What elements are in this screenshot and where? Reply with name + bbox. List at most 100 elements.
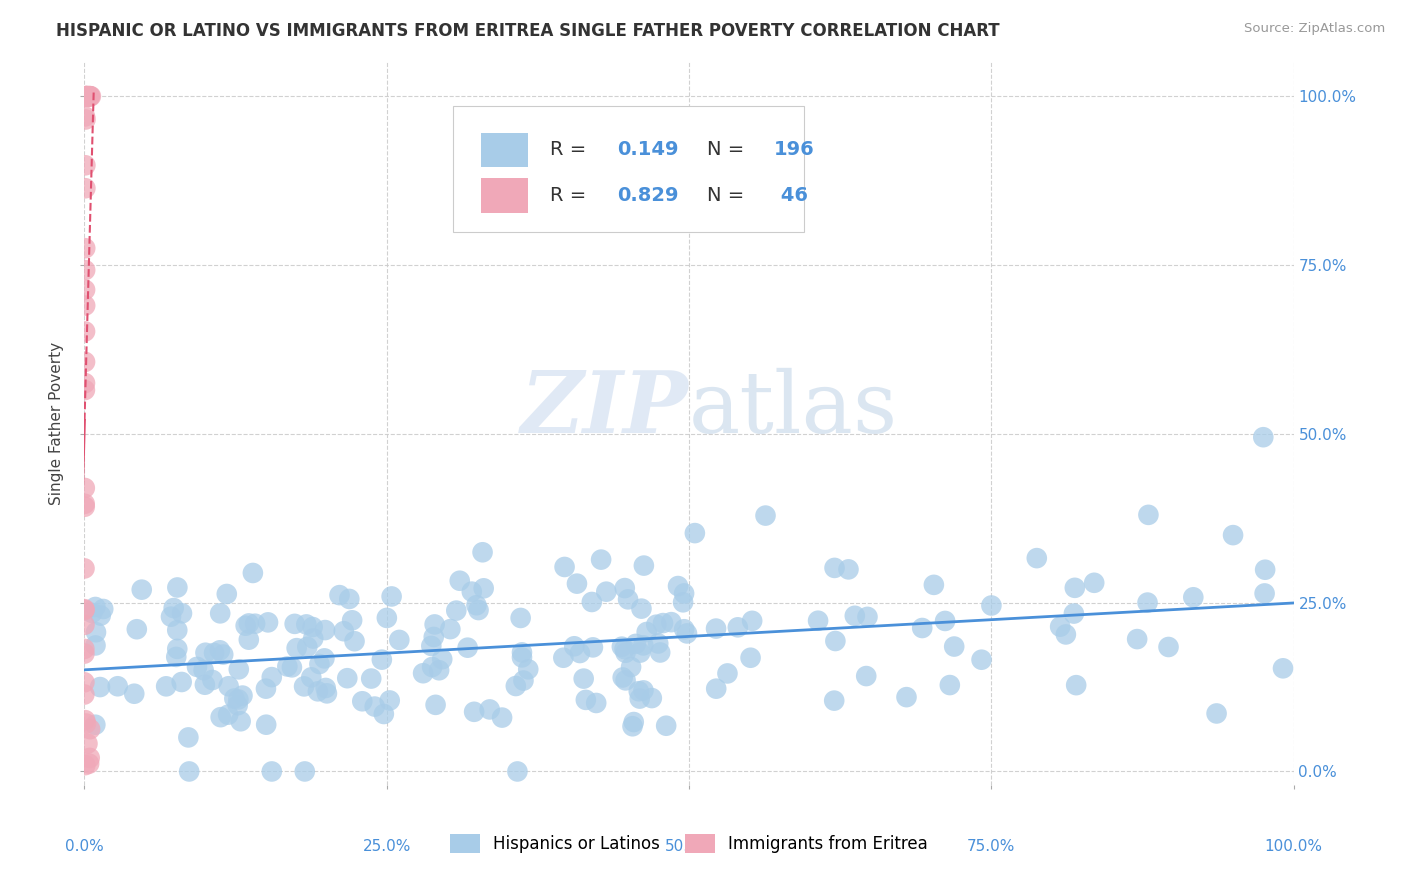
Point bbox=[73, 110, 96, 124]
Point bbox=[73, 355, 96, 369]
Point bbox=[1049, 620, 1071, 634]
Point bbox=[218, 679, 240, 693]
Point bbox=[565, 576, 588, 591]
Text: atlas: atlas bbox=[689, 368, 898, 450]
Point bbox=[75, 263, 97, 277]
Point bbox=[613, 642, 636, 657]
Point bbox=[75, 112, 97, 127]
Point bbox=[75, 181, 97, 195]
Point bbox=[465, 599, 488, 613]
Point bbox=[231, 689, 253, 703]
Point bbox=[297, 640, 319, 654]
Point bbox=[1253, 586, 1275, 600]
Point bbox=[1136, 596, 1159, 610]
Point bbox=[352, 694, 374, 708]
Point bbox=[704, 622, 727, 636]
Point bbox=[73, 602, 96, 616]
Text: HISPANIC OR LATINO VS IMMIGRANTS FROM ERITREA SINGLE FATHER POVERTY CORRELATION : HISPANIC OR LATINO VS IMMIGRANTS FROM ER… bbox=[56, 22, 1000, 40]
Point bbox=[364, 699, 387, 714]
Point bbox=[425, 698, 447, 712]
Point bbox=[73, 383, 96, 397]
Point bbox=[224, 691, 246, 706]
Point bbox=[467, 603, 489, 617]
Point bbox=[1064, 678, 1087, 692]
Point bbox=[75, 89, 97, 103]
Point bbox=[75, 283, 97, 297]
Point bbox=[478, 702, 501, 716]
Point bbox=[294, 764, 316, 779]
Point bbox=[510, 650, 533, 665]
Point bbox=[315, 681, 337, 695]
Point bbox=[610, 640, 633, 654]
Point bbox=[388, 632, 411, 647]
Point bbox=[360, 672, 382, 686]
Point bbox=[202, 646, 225, 660]
Point bbox=[562, 640, 585, 654]
Bar bbox=[481, 178, 529, 212]
Text: Source: ZipAtlas.com: Source: ZipAtlas.com bbox=[1244, 22, 1385, 36]
Text: 0.829: 0.829 bbox=[617, 186, 678, 205]
Point bbox=[844, 608, 866, 623]
Point bbox=[1157, 640, 1180, 654]
FancyBboxPatch shape bbox=[453, 106, 804, 232]
Point bbox=[90, 608, 112, 623]
Point bbox=[226, 698, 249, 713]
Point bbox=[166, 641, 188, 656]
Point bbox=[373, 706, 395, 721]
Point bbox=[461, 584, 484, 599]
Point bbox=[228, 692, 250, 706]
Point bbox=[73, 603, 96, 617]
Point bbox=[837, 562, 859, 576]
Point bbox=[212, 648, 235, 662]
Point bbox=[427, 663, 450, 677]
Point bbox=[281, 660, 304, 674]
Point bbox=[623, 714, 645, 729]
Point bbox=[741, 614, 763, 628]
Point bbox=[73, 675, 96, 690]
Point bbox=[621, 719, 644, 733]
Point bbox=[91, 602, 114, 616]
Point bbox=[934, 614, 956, 628]
Point bbox=[554, 560, 576, 574]
Point bbox=[633, 639, 655, 653]
Point bbox=[340, 613, 363, 627]
Point bbox=[301, 620, 323, 634]
Y-axis label: Single Father Poverty: Single Father Poverty bbox=[49, 343, 65, 505]
Point bbox=[208, 643, 231, 657]
Point bbox=[572, 672, 595, 686]
Point bbox=[302, 632, 325, 646]
Point bbox=[328, 588, 350, 602]
Point bbox=[238, 632, 260, 647]
Point bbox=[260, 670, 283, 684]
Point bbox=[471, 545, 494, 559]
Text: N =: N = bbox=[707, 186, 751, 205]
Point bbox=[215, 587, 238, 601]
Text: 0.149: 0.149 bbox=[617, 140, 678, 160]
Point bbox=[316, 686, 339, 700]
Point bbox=[107, 679, 129, 693]
Point bbox=[201, 673, 224, 687]
Point bbox=[628, 691, 651, 706]
Point bbox=[75, 158, 97, 172]
Point bbox=[446, 604, 468, 618]
Point bbox=[73, 641, 96, 656]
Point bbox=[676, 626, 699, 640]
Point bbox=[79, 89, 101, 103]
Point bbox=[420, 660, 443, 674]
Point bbox=[647, 636, 669, 650]
Point bbox=[75, 716, 97, 731]
Point bbox=[378, 693, 401, 707]
Point bbox=[84, 625, 107, 640]
Point bbox=[76, 89, 98, 103]
Point bbox=[633, 683, 655, 698]
Point bbox=[517, 662, 540, 676]
Point bbox=[704, 681, 727, 696]
Point bbox=[624, 637, 647, 651]
Point bbox=[155, 679, 177, 693]
Point bbox=[75, 89, 97, 103]
Text: 196: 196 bbox=[773, 140, 814, 160]
Point bbox=[75, 89, 97, 103]
Point bbox=[166, 581, 188, 595]
Point bbox=[165, 649, 187, 664]
Point bbox=[299, 670, 322, 684]
